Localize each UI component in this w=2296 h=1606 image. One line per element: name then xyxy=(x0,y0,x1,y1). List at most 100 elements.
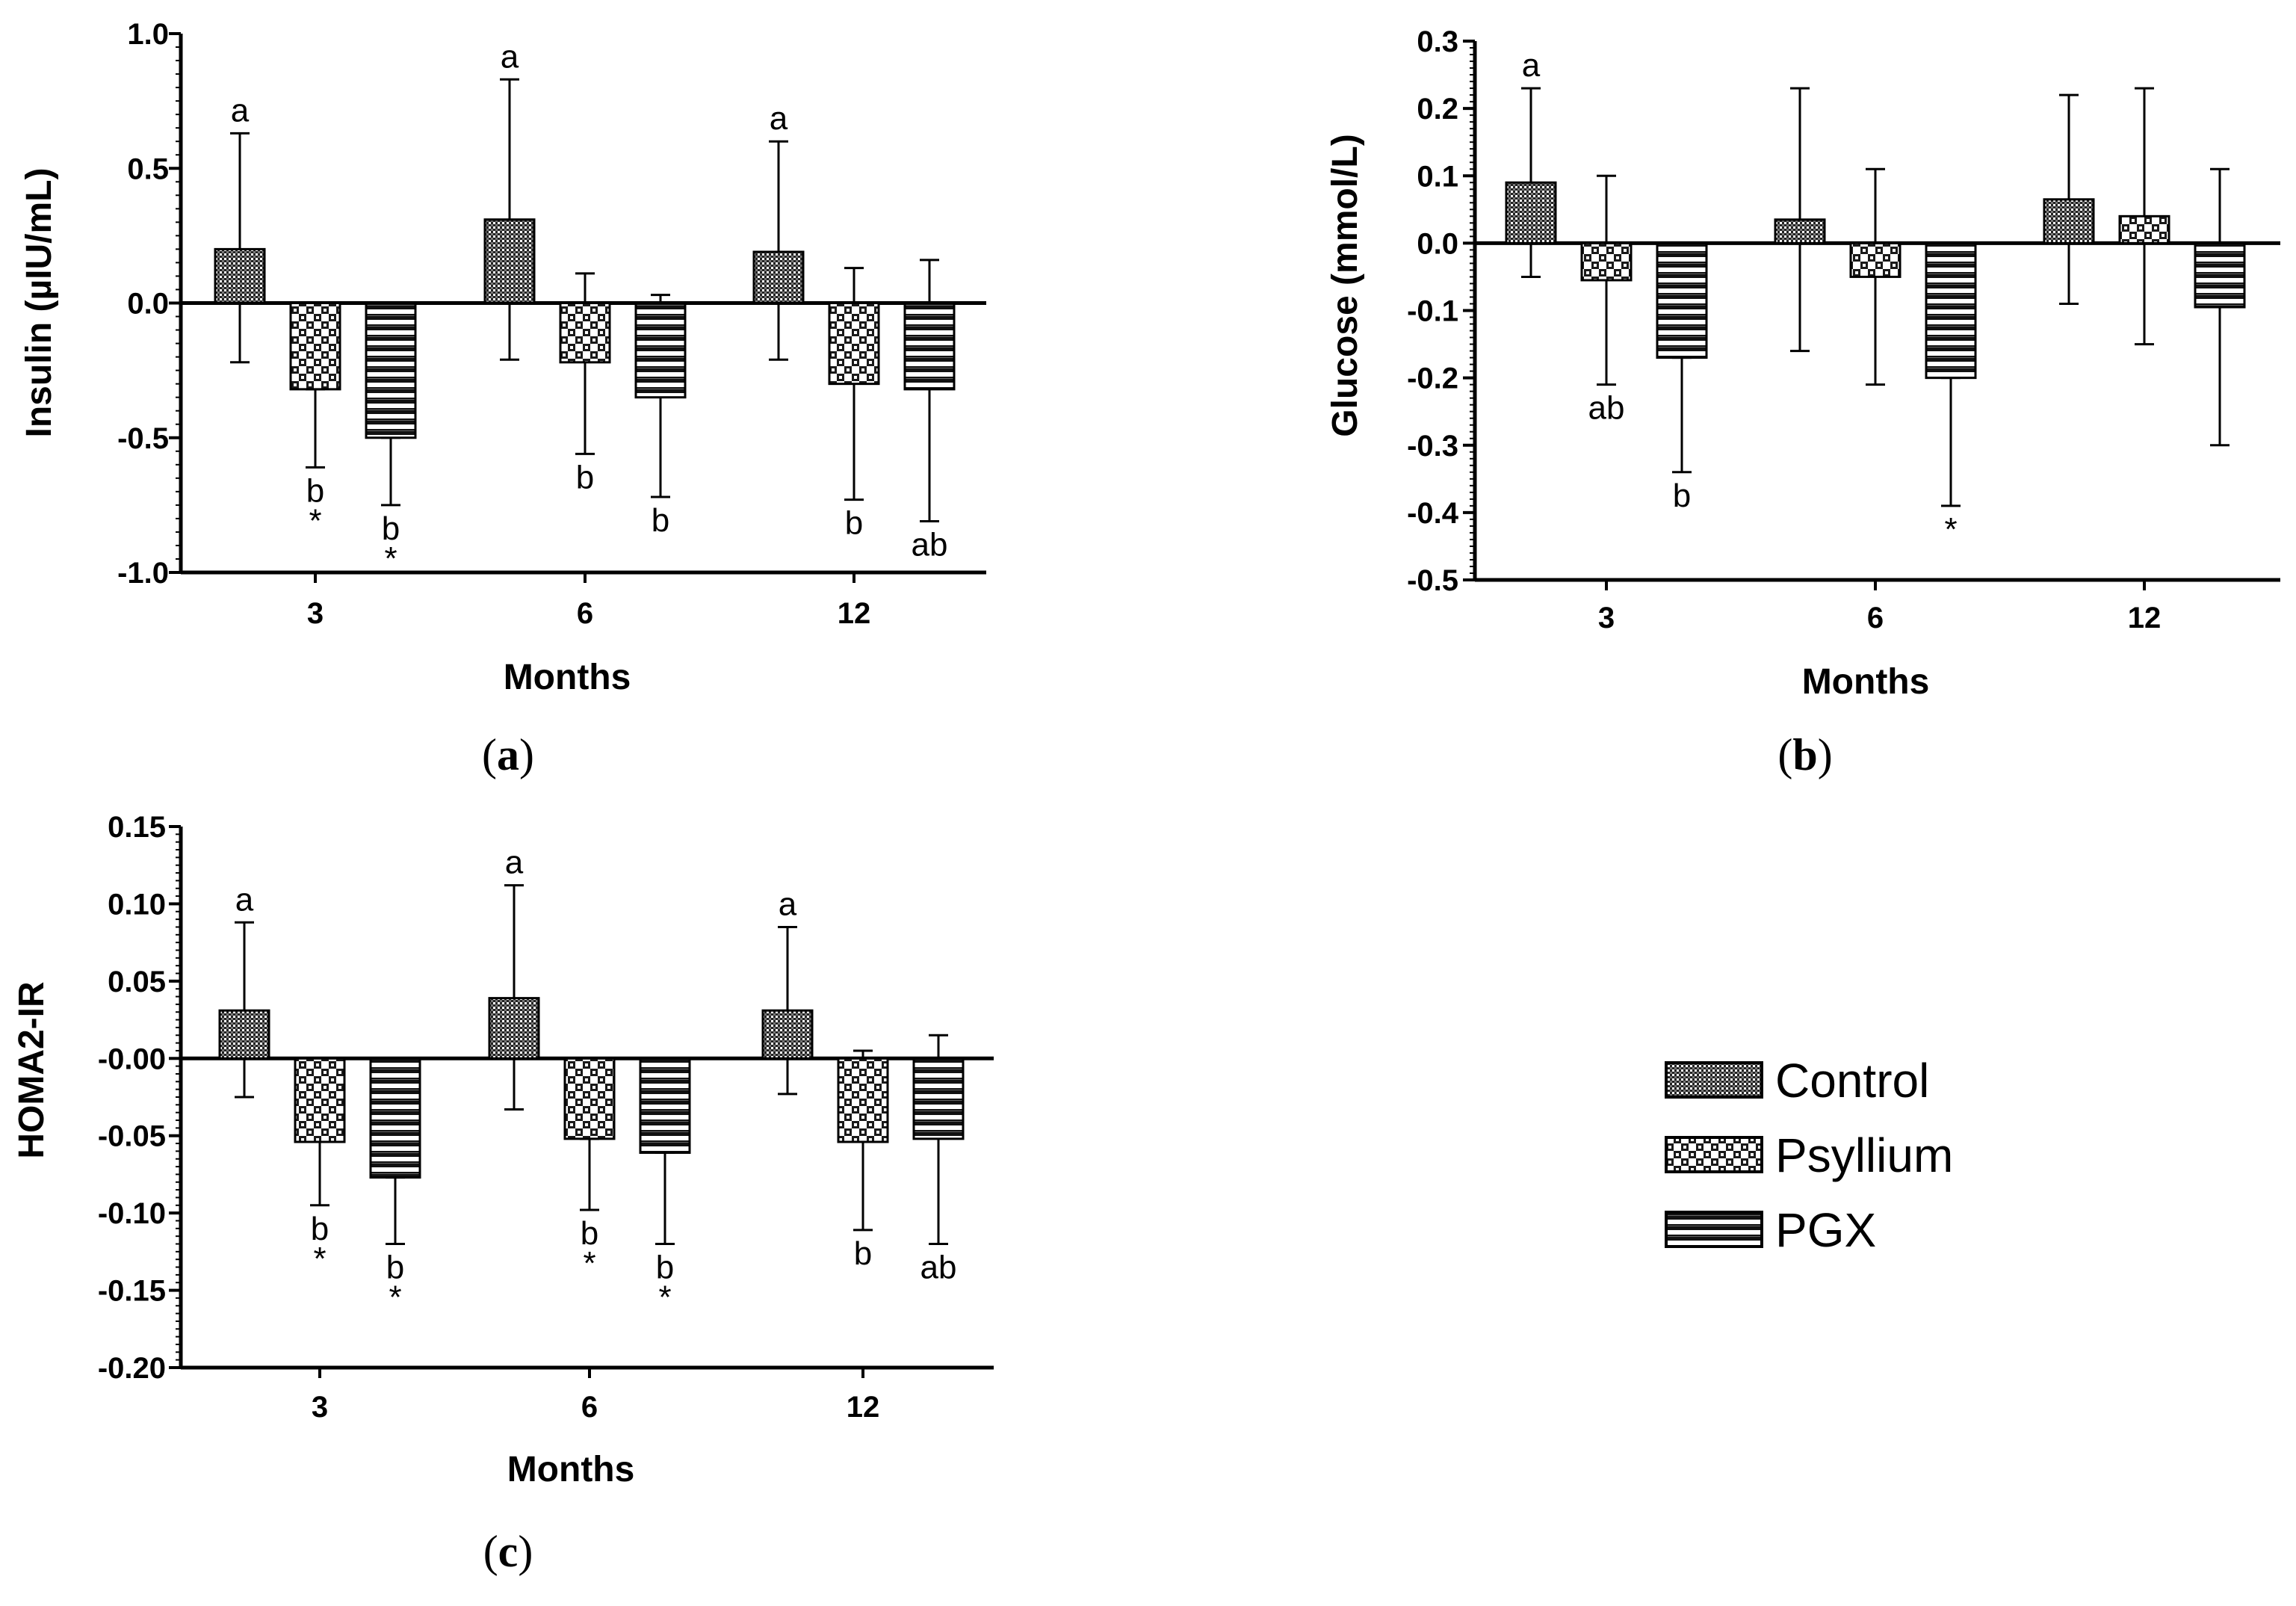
significance-label: ab xyxy=(1588,390,1625,427)
significance-label: * xyxy=(313,1241,326,1277)
bar-pgx xyxy=(2194,241,2246,309)
bar-psyllium xyxy=(1580,241,1633,282)
significance-label: b xyxy=(386,1250,404,1286)
y-axis-title: HOMA2-IR xyxy=(12,981,52,1158)
significance-label: * xyxy=(384,540,397,577)
y-axis-title: Insulin (µIU/mL) xyxy=(19,168,59,438)
legend-swatch-control xyxy=(1665,1061,1763,1099)
panel-label: (c) xyxy=(483,1527,533,1576)
significance-label: b xyxy=(576,459,594,495)
panel-label: (b) xyxy=(1777,730,1832,779)
significance-label: b xyxy=(652,502,669,539)
significance-label: * xyxy=(389,1279,401,1316)
bar-control xyxy=(218,1009,270,1060)
y-tick-label: -0.05 xyxy=(98,1120,166,1153)
significance-label: b xyxy=(382,510,400,547)
y-tick-label: -0.20 xyxy=(98,1352,166,1385)
y-axis-title: Glucose (mmol/L) xyxy=(1325,134,1365,436)
y-tick-label: 0.3 xyxy=(1417,25,1458,58)
significance-label: a xyxy=(779,886,797,922)
x-tick-label: 6 xyxy=(577,597,593,630)
significance-label: b xyxy=(845,505,863,542)
y-tick-label: 0.15 xyxy=(108,811,166,844)
panel-c-homa2ir: 0.15 0.10 0.05 -0.00 -0.05 -0.10 -0.15 -0.20 3 6 1… xyxy=(12,811,994,1576)
panel-label: (a) xyxy=(482,730,534,779)
bar-control xyxy=(1505,181,1557,244)
y-tick-label: -0.3 xyxy=(1407,430,1458,463)
significance-label: * xyxy=(658,1279,671,1316)
x-axis-title: Months xyxy=(1802,662,1930,702)
bar-pgx xyxy=(634,302,687,399)
y-tick-label: -0.2 xyxy=(1407,362,1458,395)
significance-label: b xyxy=(854,1235,872,1272)
bar-control xyxy=(2043,198,2095,244)
y-tick-label: -0.10 xyxy=(98,1197,166,1230)
bar-control xyxy=(1774,218,1826,244)
significance-label: a xyxy=(235,881,254,918)
y-tick-label: -0.5 xyxy=(117,422,169,455)
bar-pgx xyxy=(912,1057,965,1140)
legend: Control Psyllium PGX xyxy=(1665,1054,1953,1257)
significance-label: b xyxy=(311,1211,329,1247)
legend-swatch-pgx xyxy=(1665,1211,1763,1248)
panel-a-insulin: 1.00.50.0-0.5-1.03 6 12aaab*bbb*babInsulin… xyxy=(19,18,986,779)
y-tick-label: -0.4 xyxy=(1407,497,1459,530)
significance-label: a xyxy=(770,100,788,137)
significance-label: a xyxy=(501,38,519,75)
significance-label: * xyxy=(583,1245,595,1282)
y-tick-label: 0.5 xyxy=(127,152,169,185)
significance-label: b xyxy=(581,1215,598,1252)
x-tick-label: 6 xyxy=(581,1391,598,1424)
y-tick-label: -0.5 xyxy=(1407,564,1458,597)
bar-psyllium xyxy=(559,302,611,364)
bar-pgx xyxy=(903,302,956,391)
bar-pgx xyxy=(1656,241,1708,359)
y-tick-label: -1.0 xyxy=(117,557,169,590)
bar-control xyxy=(483,218,536,304)
bar-psyllium xyxy=(294,1057,346,1143)
y-tick-label: 0.0 xyxy=(1417,227,1458,260)
x-tick-label: 12 xyxy=(2128,602,2162,634)
legend-label-pgx: PGX xyxy=(1775,1203,1876,1257)
y-tick-label: 0.0 xyxy=(127,288,169,321)
y-tick-label: -0.1 xyxy=(1407,295,1458,328)
y-tick-label: 0.10 xyxy=(108,888,166,921)
y-tick-label: 0.05 xyxy=(108,966,166,998)
significance-label: * xyxy=(309,502,321,539)
significance-label: b xyxy=(656,1250,674,1286)
legend-label-psyllium: Psyllium xyxy=(1775,1128,1953,1182)
y-tick-label: 1.0 xyxy=(127,18,169,51)
x-tick-label: 12 xyxy=(838,597,871,630)
significance-label: a xyxy=(231,92,250,129)
bar-psyllium xyxy=(2118,214,2170,244)
bar-psyllium xyxy=(828,302,880,386)
legend-swatch-psyllium xyxy=(1665,1136,1763,1173)
bar-psyllium xyxy=(837,1057,889,1143)
y-tick-label: 0.1 xyxy=(1417,160,1458,193)
bar-psyllium xyxy=(289,302,341,391)
y-tick-label: 0.2 xyxy=(1417,93,1458,126)
bar-pgx xyxy=(639,1057,691,1154)
x-tick-label: 3 xyxy=(312,1391,328,1424)
bar-pgx xyxy=(1925,241,1977,380)
bar-control xyxy=(488,997,540,1060)
bar-pgx xyxy=(369,1057,421,1179)
significance-label: a xyxy=(505,844,524,881)
legend-label-control: Control xyxy=(1775,1054,1929,1108)
x-tick-label: 6 xyxy=(1867,602,1884,634)
bar-control xyxy=(752,250,805,305)
bar-pgx xyxy=(365,302,417,439)
significance-label: b xyxy=(306,472,324,509)
x-tick-label: 3 xyxy=(307,597,324,630)
x-tick-label: 12 xyxy=(847,1391,880,1424)
significance-label: b xyxy=(1673,478,1691,514)
y-tick-label: -0.00 xyxy=(98,1043,166,1075)
x-tick-label: 3 xyxy=(1598,602,1615,634)
significance-label: * xyxy=(1944,511,1957,548)
y-tick-label: -0.15 xyxy=(98,1275,166,1308)
x-axis-title: Months xyxy=(504,658,631,697)
significance-label: ab xyxy=(920,1250,957,1286)
x-axis-title: Months xyxy=(507,1450,635,1489)
